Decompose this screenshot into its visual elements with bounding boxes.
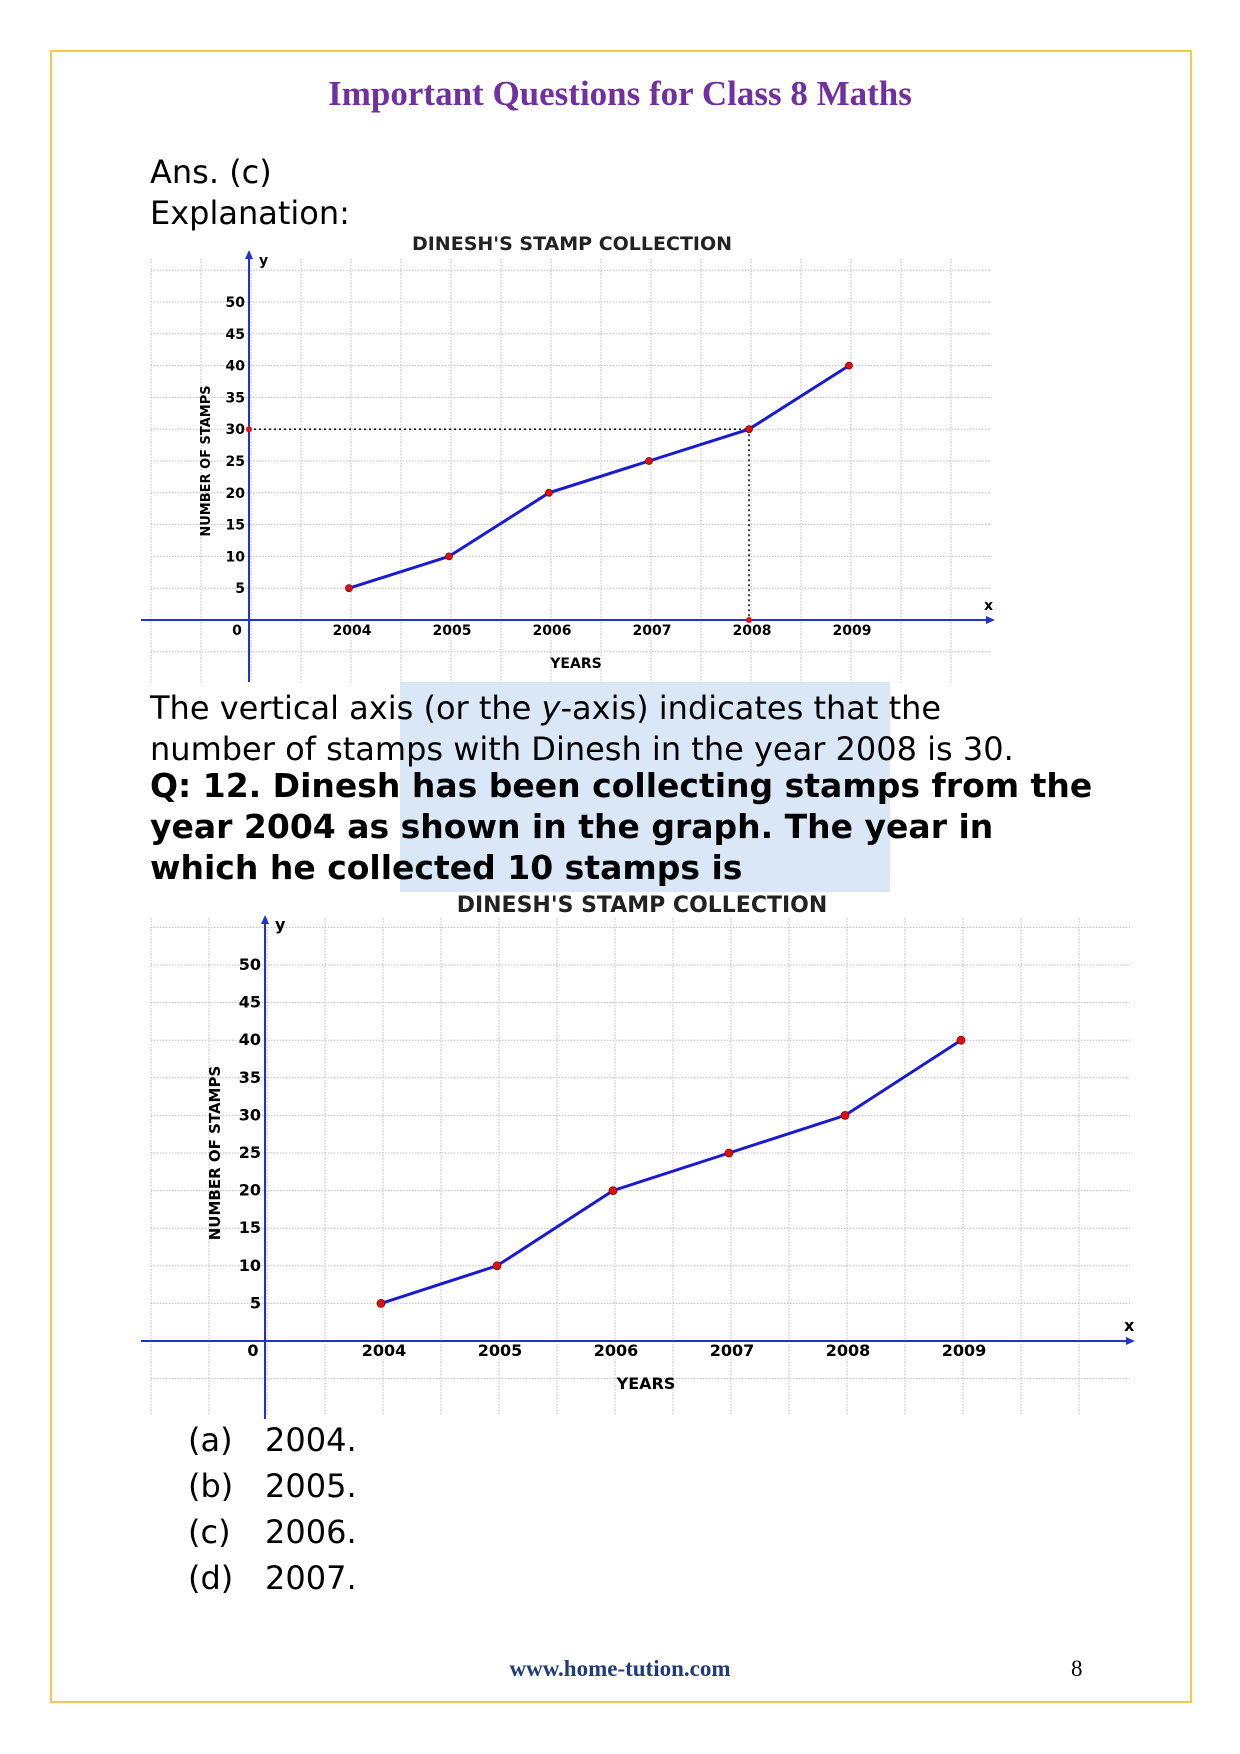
x-tick-label: 2009: [942, 1341, 987, 1360]
page-border: [50, 50, 1192, 1703]
explanation-text-line-2: number of stamps with Dinesh in the year…: [150, 730, 1014, 768]
data-point: [956, 1035, 966, 1045]
x-axis-arrow: [1126, 1337, 1135, 1345]
option-text: 2005.: [265, 1467, 357, 1505]
option-text: 2004.: [265, 1421, 357, 1459]
data-point: [608, 1186, 618, 1195]
option-letter: (b): [188, 1467, 234, 1505]
y-tick-label: 35: [226, 390, 245, 406]
option-letter: (a): [188, 1421, 233, 1459]
page-number: 8: [1071, 1656, 1083, 1681]
y-tick-label: 20: [226, 486, 246, 502]
origin-label: 0: [232, 623, 242, 639]
y-tick-label: 25: [226, 454, 245, 470]
italic-y: y: [541, 689, 561, 727]
page-title: Important Questions for Class 8 Maths: [328, 74, 912, 113]
x-axis-arrow: [986, 616, 995, 624]
y-tick-label: 35: [239, 1068, 261, 1087]
x-axis-title: YEARS: [549, 656, 601, 672]
series-line: [348, 364, 850, 590]
option-text: 2007.: [265, 1559, 357, 1597]
option-b[interactable]: (b) 2005.: [188, 1463, 357, 1509]
data-point: [724, 1148, 734, 1158]
y-tick-label: 10: [226, 549, 246, 565]
data-point: [545, 488, 553, 497]
option-c[interactable]: (c) 2006.: [188, 1509, 357, 1555]
y-tick-label: 25: [239, 1143, 261, 1162]
y-tick-label: 50: [239, 955, 261, 974]
origin-label: 0: [247, 1341, 258, 1360]
x-tick-label: 2005: [478, 1341, 523, 1360]
answer-line: Ans. (c): [150, 153, 272, 191]
option-a[interactable]: (a) 2004.: [188, 1417, 357, 1463]
annotation-point-x: [746, 617, 752, 623]
x-tick-label: 2005: [433, 623, 472, 639]
y-axis-letter: y: [259, 253, 268, 269]
data-point: [492, 1261, 502, 1271]
footer-url[interactable]: www.home-tution.com: [509, 1656, 731, 1681]
option-d[interactable]: (d) 2007.: [188, 1555, 357, 1601]
x-tick-label: 2007: [710, 1341, 755, 1360]
y-tick-label: 40: [226, 359, 246, 375]
y-tick-label: 10: [239, 1256, 261, 1275]
chart-title: DINESH'S STAMP COLLECTION: [412, 233, 732, 255]
x-tick-label: 2006: [594, 1341, 639, 1360]
explanation-text-line-1: The vertical axis (or the y-axis) indica…: [150, 689, 942, 727]
y-tick-label: 5: [250, 1293, 261, 1312]
y-tick-label: 15: [239, 1218, 261, 1237]
y-axis-arrow: [245, 250, 253, 259]
x-axis-title: YEARS: [616, 1374, 676, 1393]
annotation-point-y: [246, 426, 252, 433]
option-letter: (d): [188, 1559, 234, 1597]
x-tick-label: 2008: [826, 1341, 871, 1360]
x-tick-label: 2009: [833, 623, 872, 639]
y-tick-label: 30: [226, 422, 246, 438]
x-tick-label: 2004: [333, 623, 372, 639]
y-axis-title: NUMBER OF STAMPS: [206, 1066, 224, 1241]
x-axis-letter: x: [984, 598, 993, 614]
chart-title: DINESH'S STAMP COLLECTION: [457, 893, 828, 918]
y-tick-label: 30: [239, 1105, 261, 1124]
x-tick-label: 2007: [633, 623, 672, 639]
series-line: [380, 1038, 962, 1305]
data-point: [645, 457, 653, 465]
question-text: Q: 12. Dinesh has been collecting stamps…: [150, 766, 1093, 887]
data-point: [745, 425, 753, 434]
option-letter: (c): [188, 1513, 231, 1551]
y-tick-label: 40: [239, 1030, 261, 1049]
data-point: [840, 1111, 850, 1120]
x-axis-letter: x: [1124, 1316, 1135, 1335]
data-point: [845, 361, 853, 370]
data-point: [376, 1299, 386, 1308]
explanation-label: Explanation:: [150, 194, 350, 232]
data-point: [345, 584, 353, 593]
y-tick-label: 45: [226, 327, 245, 343]
watermark-logo: [400, 682, 890, 892]
y-tick-label: 45: [239, 993, 261, 1012]
option-text: 2006.: [265, 1513, 357, 1551]
x-tick-label: 2004: [362, 1341, 407, 1360]
y-tick-label: 5: [235, 581, 245, 597]
y-tick-label: 20: [239, 1181, 261, 1200]
y-axis-title: NUMBER OF STAMPS: [199, 385, 214, 536]
data-point: [445, 552, 453, 561]
x-tick-label: 2006: [533, 623, 572, 639]
answer-options: (a) 2004. (b) 2005. (c) 2006. (d) 2007.: [188, 1417, 357, 1601]
y-tick-label: 50: [226, 295, 246, 311]
x-tick-label: 2008: [733, 623, 772, 639]
y-axis-letter: y: [275, 915, 286, 934]
y-tick-label: 15: [226, 518, 245, 534]
y-axis-arrow: [261, 915, 269, 924]
